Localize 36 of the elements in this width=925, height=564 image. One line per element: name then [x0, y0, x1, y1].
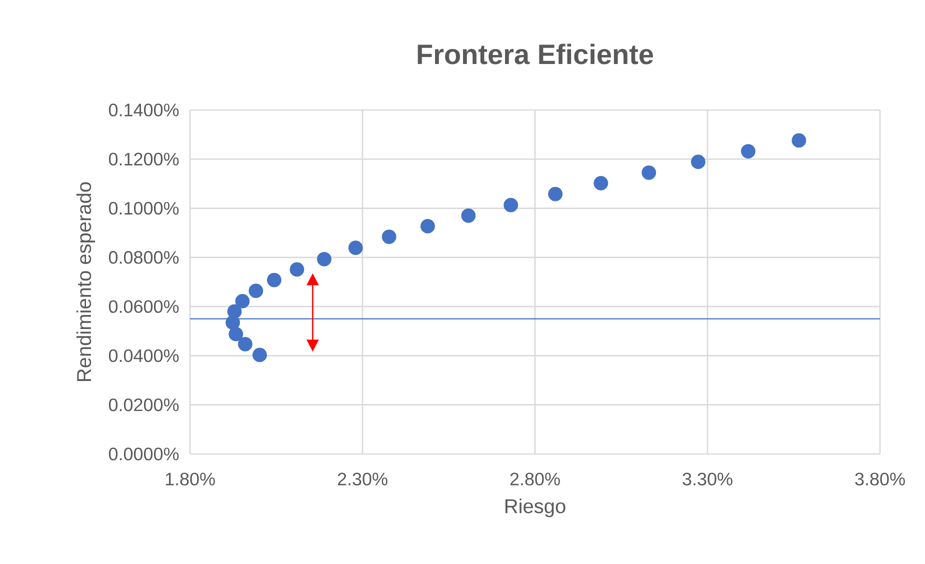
x-tick-label: 3.80%: [855, 472, 905, 486]
point: [792, 133, 806, 148]
point: [227, 304, 242, 319]
y-tick-label: 0.0200%: [108, 398, 179, 412]
point: [317, 252, 332, 266]
y-tick-label: 0.0800%: [108, 251, 179, 264]
x-axis-title: Riesgo: [506, 498, 566, 518]
point: [741, 144, 756, 158]
y-tick-label: 0.0000%: [108, 448, 179, 460]
point: [594, 176, 608, 190]
point: [348, 240, 363, 256]
point: [420, 219, 435, 234]
point: [642, 165, 656, 180]
point: [548, 186, 563, 202]
y-tick-label: 0.1400%: [108, 104, 179, 116]
point: [382, 230, 396, 244]
point: [228, 326, 244, 342]
point: [461, 208, 476, 223]
point: [504, 198, 518, 212]
y-tick-label: 0.0600%: [108, 300, 179, 313]
point: [248, 284, 264, 298]
y-tick-label: 0.1200%: [108, 152, 179, 166]
x-tick-label: 1.80%: [166, 472, 215, 486]
x-tick-label: 2.80%: [510, 472, 560, 486]
y-axis-title: Rendimiento esperado: [76, 182, 96, 381]
point: [238, 336, 252, 352]
point: [235, 294, 250, 308]
point: [290, 262, 304, 277]
chart-title: Frontera Eficiente: [418, 44, 654, 64]
x-tick-label: 2.30%: [338, 472, 388, 486]
point: [252, 348, 267, 362]
point: [266, 272, 282, 288]
x-tick-label: 3.30%: [682, 472, 732, 486]
point: [690, 154, 706, 170]
y-tick-label: 0.0400%: [108, 349, 179, 362]
y-tick-label: 0.1000%: [108, 202, 179, 215]
